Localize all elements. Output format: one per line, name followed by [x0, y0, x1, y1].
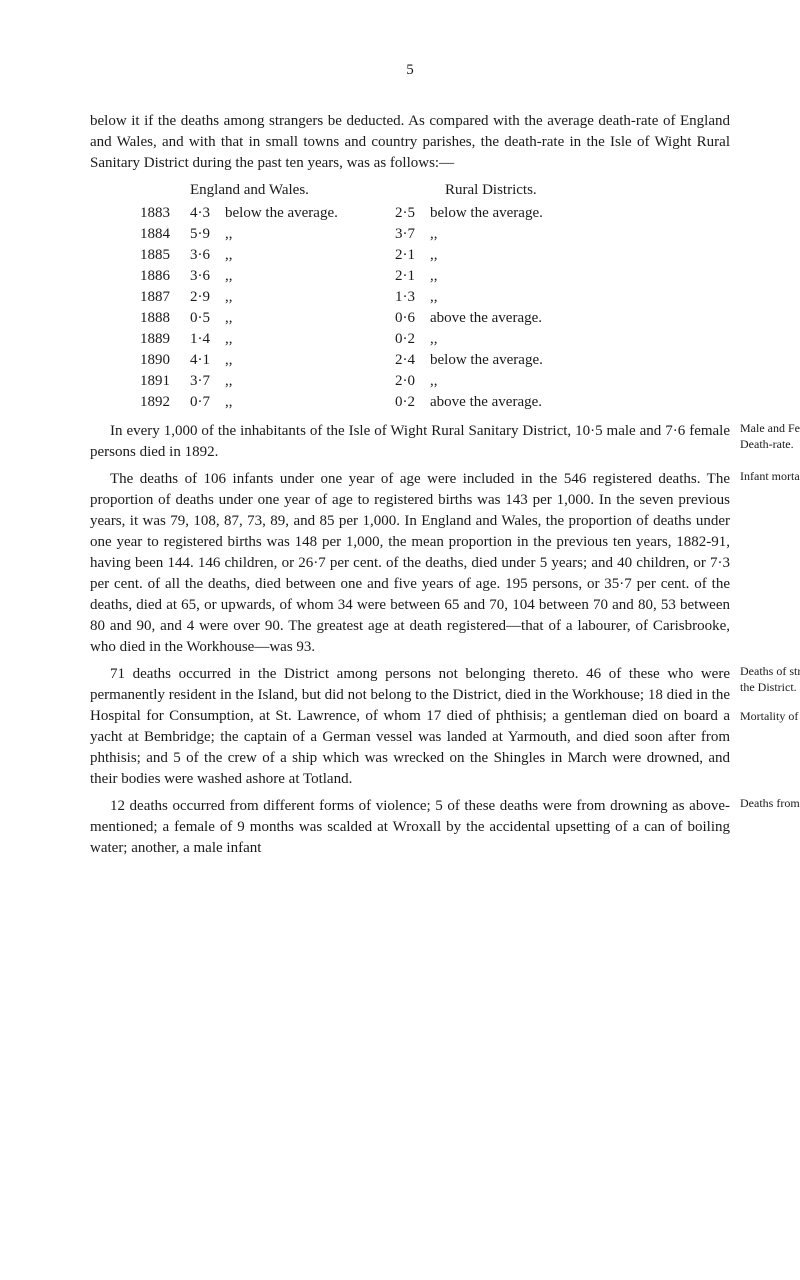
year-cell: 1889	[140, 329, 190, 350]
paragraph-strangers: 71 deaths occurred in the District among…	[90, 664, 730, 790]
table-row: 18834·3below the average.2·5below the av…	[140, 203, 730, 224]
rural-label-cell: below the average.	[430, 350, 630, 371]
england-label-cell: ,,	[225, 287, 395, 308]
rural-value-cell: 3·7	[395, 224, 430, 245]
year-cell: 1883	[140, 203, 190, 224]
table-row: 18872·9,,1·3,,	[140, 287, 730, 308]
england-label-cell: ,,	[225, 245, 395, 266]
england-value-cell: 4·1	[190, 350, 225, 371]
table-row: 18913·7,,2·0,,	[140, 371, 730, 392]
table-header-row: England and Wales. Rural Districts.	[140, 180, 730, 201]
table-row: 18891·4,,0·2,,	[140, 329, 730, 350]
table-row: 18863·6,,2·1,,	[140, 266, 730, 287]
england-label-cell: ,,	[225, 224, 395, 245]
paragraph-infant-mortality: The deaths of 106 infants under one year…	[90, 469, 730, 658]
england-value-cell: 3·6	[190, 266, 225, 287]
margin-note-violence: Deaths from violence.	[740, 796, 800, 812]
intro-paragraph: below it if the deaths among strangers b…	[90, 111, 730, 174]
rural-value-cell: 1·3	[395, 287, 430, 308]
rural-label-cell: above the average.	[430, 392, 630, 413]
table-row: 18853·6,,2·1,,	[140, 245, 730, 266]
england-value-cell: 4·3	[190, 203, 225, 224]
england-label-cell: ,,	[225, 329, 395, 350]
rural-value-cell: 2·5	[395, 203, 430, 224]
rural-value-cell: 2·4	[395, 350, 430, 371]
header-england: England and Wales.	[190, 180, 410, 201]
margin-note-mortality-aged: Mortality of the aged.	[740, 709, 800, 725]
margin-note-strangers: Deaths of stran­gers to the District.	[740, 664, 800, 695]
england-value-cell: 5·9	[190, 224, 225, 245]
year-cell: 1891	[140, 371, 190, 392]
year-cell: 1886	[140, 266, 190, 287]
table-row: 18880·5,,0·6above the average.	[140, 308, 730, 329]
margin-note-infant-mortality: Infant mortality.	[740, 469, 800, 485]
table-row: 18845·9,,3·7,,	[140, 224, 730, 245]
england-value-cell: 3·6	[190, 245, 225, 266]
rural-label-cell: ,,	[430, 287, 630, 308]
rural-label-cell: above the average.	[430, 308, 630, 329]
rural-value-cell: 2·1	[395, 266, 430, 287]
rural-value-cell: 2·0	[395, 371, 430, 392]
rural-label-cell: ,,	[430, 371, 630, 392]
year-cell: 1888	[140, 308, 190, 329]
rural-value-cell: 0·2	[395, 392, 430, 413]
page-content: 5 below it if the deaths among strangers…	[90, 60, 730, 859]
paragraph-male-female: In every 1,000 of the inhabitants of the…	[90, 421, 730, 463]
rural-label-cell: ,,	[430, 329, 630, 350]
table-row: 18920·7,,0·2above the average.	[140, 392, 730, 413]
year-cell: 1892	[140, 392, 190, 413]
table-row: 18904·1,,2·4below the average.	[140, 350, 730, 371]
england-label-cell: ,,	[225, 266, 395, 287]
margin-note-male-female: Male and Female Death-rate.	[740, 421, 800, 452]
year-cell: 1884	[140, 224, 190, 245]
england-value-cell: 2·9	[190, 287, 225, 308]
year-cell: 1887	[140, 287, 190, 308]
rural-label-cell: below the average.	[430, 203, 630, 224]
england-value-cell: 3·7	[190, 371, 225, 392]
rural-label-cell: ,,	[430, 245, 630, 266]
england-label-cell: ,,	[225, 350, 395, 371]
england-label-cell: ,,	[225, 371, 395, 392]
england-value-cell: 1·4	[190, 329, 225, 350]
year-cell: 1885	[140, 245, 190, 266]
england-value-cell: 0·7	[190, 392, 225, 413]
death-rate-table: England and Wales. Rural Districts. 1883…	[140, 180, 730, 413]
year-cell: 1890	[140, 350, 190, 371]
rural-label-cell: ,,	[430, 224, 630, 245]
rural-label-cell: ,,	[430, 266, 630, 287]
header-rural: Rural Districts.	[445, 180, 645, 201]
rural-value-cell: 0·2	[395, 329, 430, 350]
england-label-cell: ,,	[225, 392, 395, 413]
england-label-cell: below the average.	[225, 203, 395, 224]
paragraph-violence: 12 deaths occurred from different forms …	[90, 796, 730, 859]
england-value-cell: 0·5	[190, 308, 225, 329]
rural-value-cell: 0·6	[395, 308, 430, 329]
rural-value-cell: 2·1	[395, 245, 430, 266]
england-label-cell: ,,	[225, 308, 395, 329]
page-number: 5	[90, 60, 730, 81]
